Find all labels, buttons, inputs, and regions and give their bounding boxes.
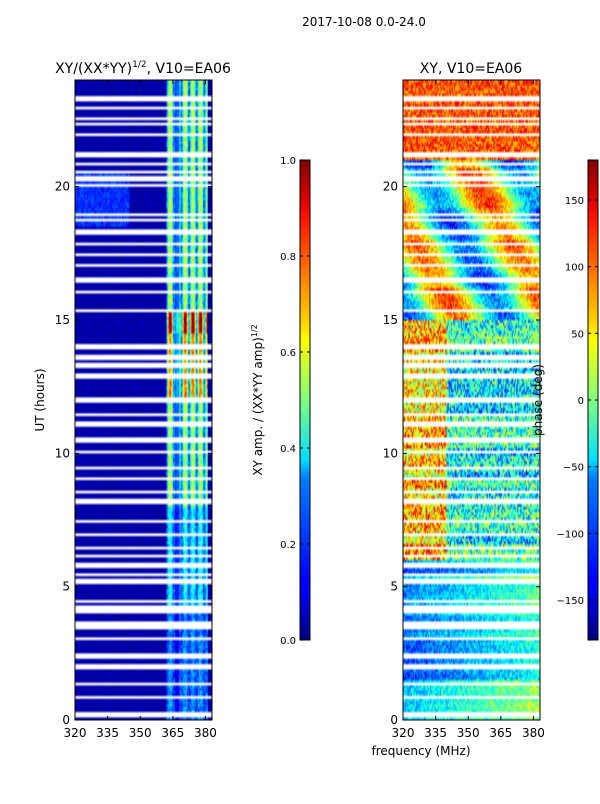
phase-colorbar-tick-label: 150	[565, 196, 584, 207]
amplitude-x-tick-label: 335	[96, 726, 119, 740]
amplitude-x-tick-label: 380	[194, 726, 217, 740]
phase-colorbar-tick-label: −100	[557, 529, 584, 540]
amplitude-panel: XY/(XX*YY)1/2, V10=EA06 320 335 350 365 380 …	[33, 60, 231, 740]
phase-colorbar-tick-label: 100	[565, 263, 584, 274]
amplitude-colorbar-label: XY amp. / (XX*YY amp)1/2	[250, 324, 265, 475]
phase-colorbar: −150 −100 −50 0 50 100 150 phase (deg)	[531, 159, 599, 641]
amplitude-y-tick-label: 0	[62, 713, 70, 727]
figure-suptitle: 2017-10-08 0.0-24.0	[302, 15, 426, 29]
amplitude-y-tick-label: 10	[55, 446, 70, 460]
phase-x-tick-label: 380	[522, 726, 545, 740]
phase-panel: XY, V10=EA06 320 335 350 365 380 0 5 10 15 20	[383, 61, 545, 740]
phase-colorbar-ticks: −150 −100 −50 0 50 100 150	[557, 196, 598, 607]
phase-colorbar-label: phase (deg)	[531, 364, 545, 436]
amplitude-colorbar-tick-label: 1.0	[280, 156, 296, 167]
amplitude-y-tick-label: 15	[55, 313, 70, 327]
phase-y-tick-label: 20	[383, 180, 398, 194]
amplitude-y-tick-label: 20	[55, 180, 70, 194]
amplitude-x-ticks: 320 335 350 365 380	[64, 80, 217, 740]
phase-colorbar-tick-label: −50	[563, 463, 584, 474]
shared-x-label: frequency (MHz)	[371, 744, 470, 758]
phase-x-ticks: 320 335 350 365 380	[392, 80, 545, 740]
amplitude-colorbar-tick-label: 0.6	[280, 348, 296, 359]
phase-axes-frame	[402, 79, 541, 721]
phase-heatmap-image	[403, 80, 540, 720]
phase-y-tick-label: 0	[390, 713, 398, 727]
phase-title: XY, V10=EA06	[420, 61, 522, 77]
phase-x-tick-label: 320	[392, 726, 415, 740]
amplitude-colorbar-tick-label: 0.2	[280, 540, 296, 551]
amplitude-x-tick-label: 365	[161, 726, 184, 740]
phase-y-ticks: 0 5 10 15 20	[383, 180, 540, 727]
phase-heatmap	[403, 80, 540, 720]
amplitude-colorbar-tick-label: 0.8	[280, 252, 296, 263]
amplitude-y-ticks: 0 5 10 15 20	[55, 180, 212, 727]
amplitude-colorbar-tick-label: 0.4	[280, 444, 296, 455]
amplitude-title: XY/(XX*YY)1/2, V10=EA06	[55, 60, 231, 77]
phase-x-tick-label: 350	[457, 726, 480, 740]
phase-x-tick-label: 365	[489, 726, 512, 740]
phase-y-tick-label: 10	[383, 446, 398, 460]
amplitude-axes-frame	[74, 79, 213, 721]
amplitude-x-tick-label: 350	[129, 726, 152, 740]
phase-y-tick-label: 15	[383, 313, 398, 327]
amplitude-colorbar-tick-label: 0.0	[280, 636, 296, 647]
amplitude-heatmap	[75, 80, 212, 720]
phase-colorbar-tick-label: −150	[557, 596, 584, 607]
amplitude-colorbar-bar	[299, 159, 311, 641]
amplitude-y-label: UT (hours)	[33, 368, 47, 431]
amplitude-heatmap-image	[75, 80, 212, 720]
phase-colorbar-tick-label: 0	[578, 396, 584, 407]
phase-y-tick-label: 5	[390, 580, 398, 594]
phase-colorbar-tick-label: 50	[571, 329, 584, 340]
amplitude-colorbar-ticks: 0.0 0.2 0.4 0.6 0.8 1.0	[280, 156, 310, 647]
amplitude-y-tick-label: 5	[62, 580, 70, 594]
amplitude-colorbar: 0.0 0.2 0.4 0.6 0.8 1.0 XY amp. / (XX*YY amp)…	[250, 156, 311, 647]
phase-x-tick-label: 335	[424, 726, 447, 740]
amplitude-x-tick-label: 320	[64, 726, 87, 740]
